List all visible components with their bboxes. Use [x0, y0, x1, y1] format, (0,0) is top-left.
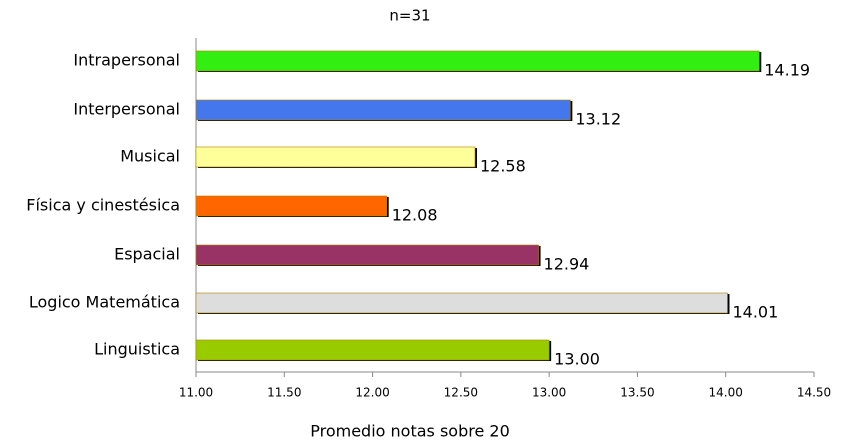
y-tick-label: Intrapersonal: [73, 51, 180, 70]
y-tick-label: Interpersonal: [73, 100, 180, 119]
value-label: 12.08: [392, 206, 438, 225]
value-label: 14.01: [732, 303, 778, 322]
value-label: 13.00: [554, 350, 600, 369]
bar: [195, 99, 571, 121]
bar: [195, 146, 476, 168]
y-tick-label: Musical: [120, 147, 180, 166]
value-label: 14.19: [764, 61, 810, 80]
bar: [195, 339, 550, 361]
x-tick-label: 13.50: [620, 386, 654, 400]
x-tick-label: 14.00: [709, 386, 743, 400]
x-tick-label: 11.00: [179, 386, 213, 400]
bar: [195, 244, 539, 266]
y-tick-label: Logico Matemática: [29, 293, 180, 312]
value-label: 12.94: [544, 255, 590, 274]
value-label: 12.58: [480, 157, 526, 176]
x-tick-label: 12.00: [355, 386, 389, 400]
y-tick-label: Física y cinestésica: [26, 196, 180, 215]
bar: [195, 50, 760, 72]
y-tick-label: Linguistica: [94, 340, 180, 359]
chart-title: n=31: [389, 7, 430, 25]
value-label: 13.12: [575, 110, 621, 129]
bar: [195, 292, 728, 314]
x-tick-label: 11.50: [267, 386, 301, 400]
x-tick-label: 12.50: [444, 386, 478, 400]
y-tick-label: Espacial: [114, 245, 180, 264]
bar: [195, 195, 387, 217]
x-tick-label: 13.00: [532, 386, 566, 400]
x-tick-label: 14.50: [797, 386, 831, 400]
x-axis-title: Promedio notas sobre 20: [310, 422, 510, 441]
